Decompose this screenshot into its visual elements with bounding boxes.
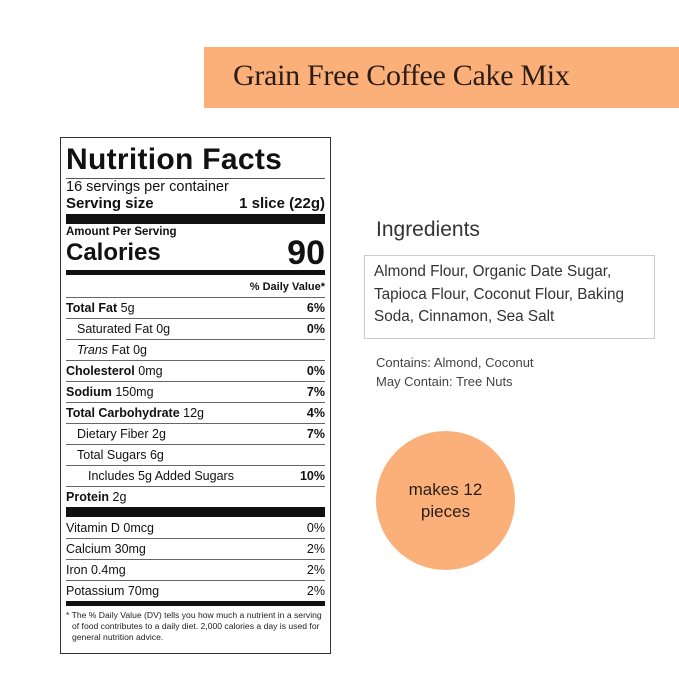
amount-per-serving: Amount Per Serving <box>66 226 177 238</box>
calories-label: Calories <box>66 239 161 266</box>
allergen-info: Contains: Almond, Coconut May Contain: T… <box>376 353 534 391</box>
nutrient-row: Trans Fat 0g <box>66 339 325 360</box>
ingredients-list: Almond Flour, Organic Date Sugar, Tapioc… <box>364 255 655 339</box>
divider <box>66 601 325 606</box>
nutrient-row: Cholesterol 0mg 0% <box>66 360 325 381</box>
nutrient-row: Sodium 150mg 7% <box>66 381 325 402</box>
nutrition-title: Nutrition Facts <box>66 143 283 176</box>
nutrient-row: Total Sugars 6g <box>66 444 325 465</box>
nutrient-row: Includes 5g Added Sugars 10% <box>66 465 325 486</box>
serving-size-value: 1 slice (22g) <box>239 195 325 212</box>
vitamin-row: Vitamin D 0mcg 0% <box>66 520 325 535</box>
vitamin-row: Iron 0.4mg 2% <box>66 559 325 580</box>
footnote: * The % Daily Value (DV) tells you how m… <box>66 610 322 642</box>
nutrient-row: Total Carbohydrate 12g 4% <box>66 402 325 423</box>
nutrient-row: Dietary Fiber 2g 7% <box>66 423 325 444</box>
ingredients-title: Ingredients <box>376 218 480 241</box>
yield-line1: makes 12 <box>408 479 483 499</box>
vitamin-row: Calcium 30mg 2% <box>66 538 325 559</box>
may-contain-text: May Contain: Tree Nuts <box>376 374 513 389</box>
yield-badge: makes 12 pieces <box>376 431 515 570</box>
calories: Calories 90 <box>66 234 325 272</box>
divider <box>66 270 325 275</box>
divider <box>66 507 325 517</box>
divider <box>66 214 325 224</box>
product-title: Grain Free Coffee Cake Mix <box>233 59 570 92</box>
nutrient-row: Saturated Fat 0g 0% <box>66 318 325 339</box>
vitamin-row: Potassium 70mg 2% <box>66 580 325 601</box>
nutrient-row: Protein 2g <box>66 486 325 507</box>
product-title-banner: Grain Free Coffee Cake Mix <box>204 47 679 108</box>
serving-size: Serving size 1 slice (22g) <box>66 195 325 212</box>
serving-size-label: Serving size <box>66 195 154 212</box>
yield-line2: pieces <box>420 501 471 521</box>
nutrient-row: Total Fat 5g 6% <box>66 297 325 318</box>
daily-value-header: % Daily Value* <box>249 281 325 293</box>
nutrition-facts-label: Nutrition Facts 16 servings per containe… <box>60 137 331 654</box>
servings-per-container: 16 servings per container <box>66 179 229 195</box>
contains-text: Contains: Almond, Coconut <box>376 355 534 370</box>
calories-value: 90 <box>287 234 325 272</box>
